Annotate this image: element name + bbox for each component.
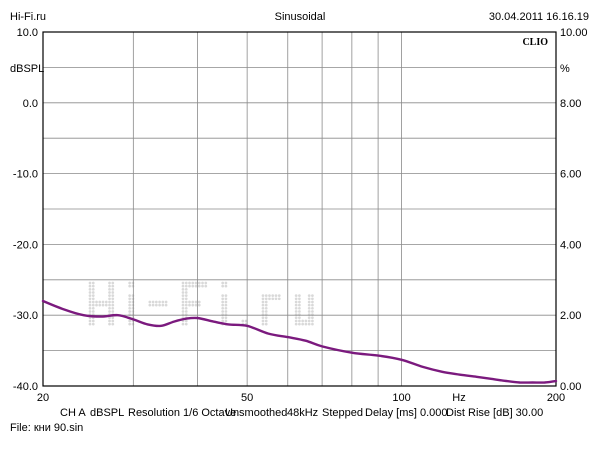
left-axis-unit: dBSPL — [10, 63, 44, 75]
info-item: CH A — [60, 407, 86, 419]
right-axis-ticks: 10.00 8.00 6.00 4.00 2.00 0.00 — [560, 27, 588, 393]
site-name: Hi-Fi.ru — [10, 11, 46, 23]
file-name: File: кни 90.sin — [10, 422, 83, 434]
grid — [42, 31, 557, 387]
left-tick-label: -20.0 — [13, 239, 38, 251]
right-tick-label: 2.00 — [560, 310, 581, 322]
left-tick-label: -10.0 — [13, 169, 38, 181]
brand-label: CLIO — [522, 37, 548, 48]
x-tick-label: 100 — [392, 392, 410, 404]
x-axis-ticks: 20 50 100 200 — [37, 392, 565, 404]
measurement-info: CH A dBSPL Resolution 1/6 OctaveUnsmoothed… — [60, 407, 543, 419]
left-tick-label: -30.0 — [13, 310, 38, 322]
watermark-glyph — [181, 281, 208, 326]
left-axis-ticks: 10.0 0.0 -10.0 -20.0 -30.0 -40.0 — [13, 27, 38, 393]
left-tick-label: -40.0 — [13, 381, 38, 393]
watermark-glyph — [261, 294, 281, 326]
right-tick-label: 10.00 — [560, 27, 588, 39]
watermark-glyph — [221, 281, 228, 326]
watermark-glyph — [148, 300, 168, 307]
timestamp: 30.04.2011 16.16.19 — [489, 11, 589, 23]
right-tick-label: 6.00 — [560, 169, 581, 181]
info-item: 48kHz — [287, 407, 318, 419]
left-tick-label: 0.0 — [23, 98, 38, 110]
right-axis-unit: % — [560, 63, 570, 75]
x-tick-label: 20 — [37, 392, 49, 404]
info-item: Resolution 1/6 Octave — [128, 407, 236, 419]
plot-frame — [42, 31, 557, 387]
info-item: dBSPL — [90, 407, 124, 419]
watermark-glyph — [294, 294, 314, 326]
info-item: Stepped — [322, 407, 363, 419]
info-item: Unsmoothed — [225, 407, 287, 419]
x-tick-label: 50 — [241, 392, 253, 404]
right-tick-label: 4.00 — [560, 239, 581, 251]
info-item: Dist Rise [dB] 30.00 — [446, 407, 543, 419]
watermark-glyph — [88, 281, 115, 326]
x-tick-label: 200 — [547, 392, 565, 404]
left-tick-label: 10.0 — [17, 27, 38, 39]
measurement-mode: Sinusoidal — [275, 11, 326, 23]
right-tick-label: 0.00 — [560, 381, 581, 393]
response-curve — [41, 299, 558, 384]
x-axis-unit: Hz — [452, 392, 465, 404]
info-item: Delay [ms] 0.000 — [365, 407, 448, 419]
right-tick-label: 8.00 — [560, 98, 581, 110]
